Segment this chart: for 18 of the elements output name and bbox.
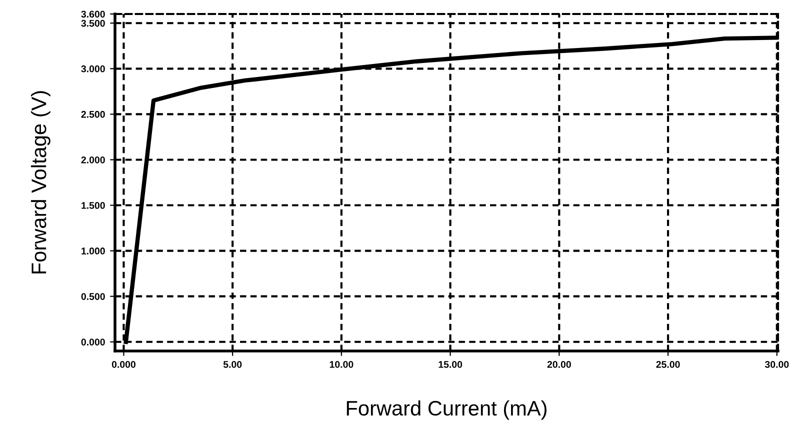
y-tick-label: 2.500	[81, 110, 105, 118]
y-tick-label: 1.500	[82, 202, 105, 209]
x-tick-label: 15.00	[438, 360, 462, 368]
x-tick-label: 5.00	[223, 360, 242, 368]
y-tick-label: 3.600	[81, 10, 105, 18]
y-tick-label: 0.500	[81, 293, 105, 300]
y-tick-label: 1.000	[82, 248, 105, 254]
y-tick-label: 3.000	[81, 65, 105, 72]
x-tick-label: 20.00	[547, 360, 571, 368]
y-tick-label: 2.000	[81, 156, 105, 164]
x-tick-label: 10.00	[330, 360, 354, 368]
y-axis-title: Forward Voltage (V)	[30, 91, 50, 274]
x-tick-label: 0.000	[112, 360, 136, 368]
x-tick-label: 30.00	[764, 360, 789, 368]
x-tick-label: 25.00	[656, 360, 680, 368]
y-tick-label: 0.000	[81, 338, 105, 346]
y-tick-label: 3.500	[81, 20, 105, 27]
x-axis-title: Forward Current (mA)	[346, 400, 546, 420]
